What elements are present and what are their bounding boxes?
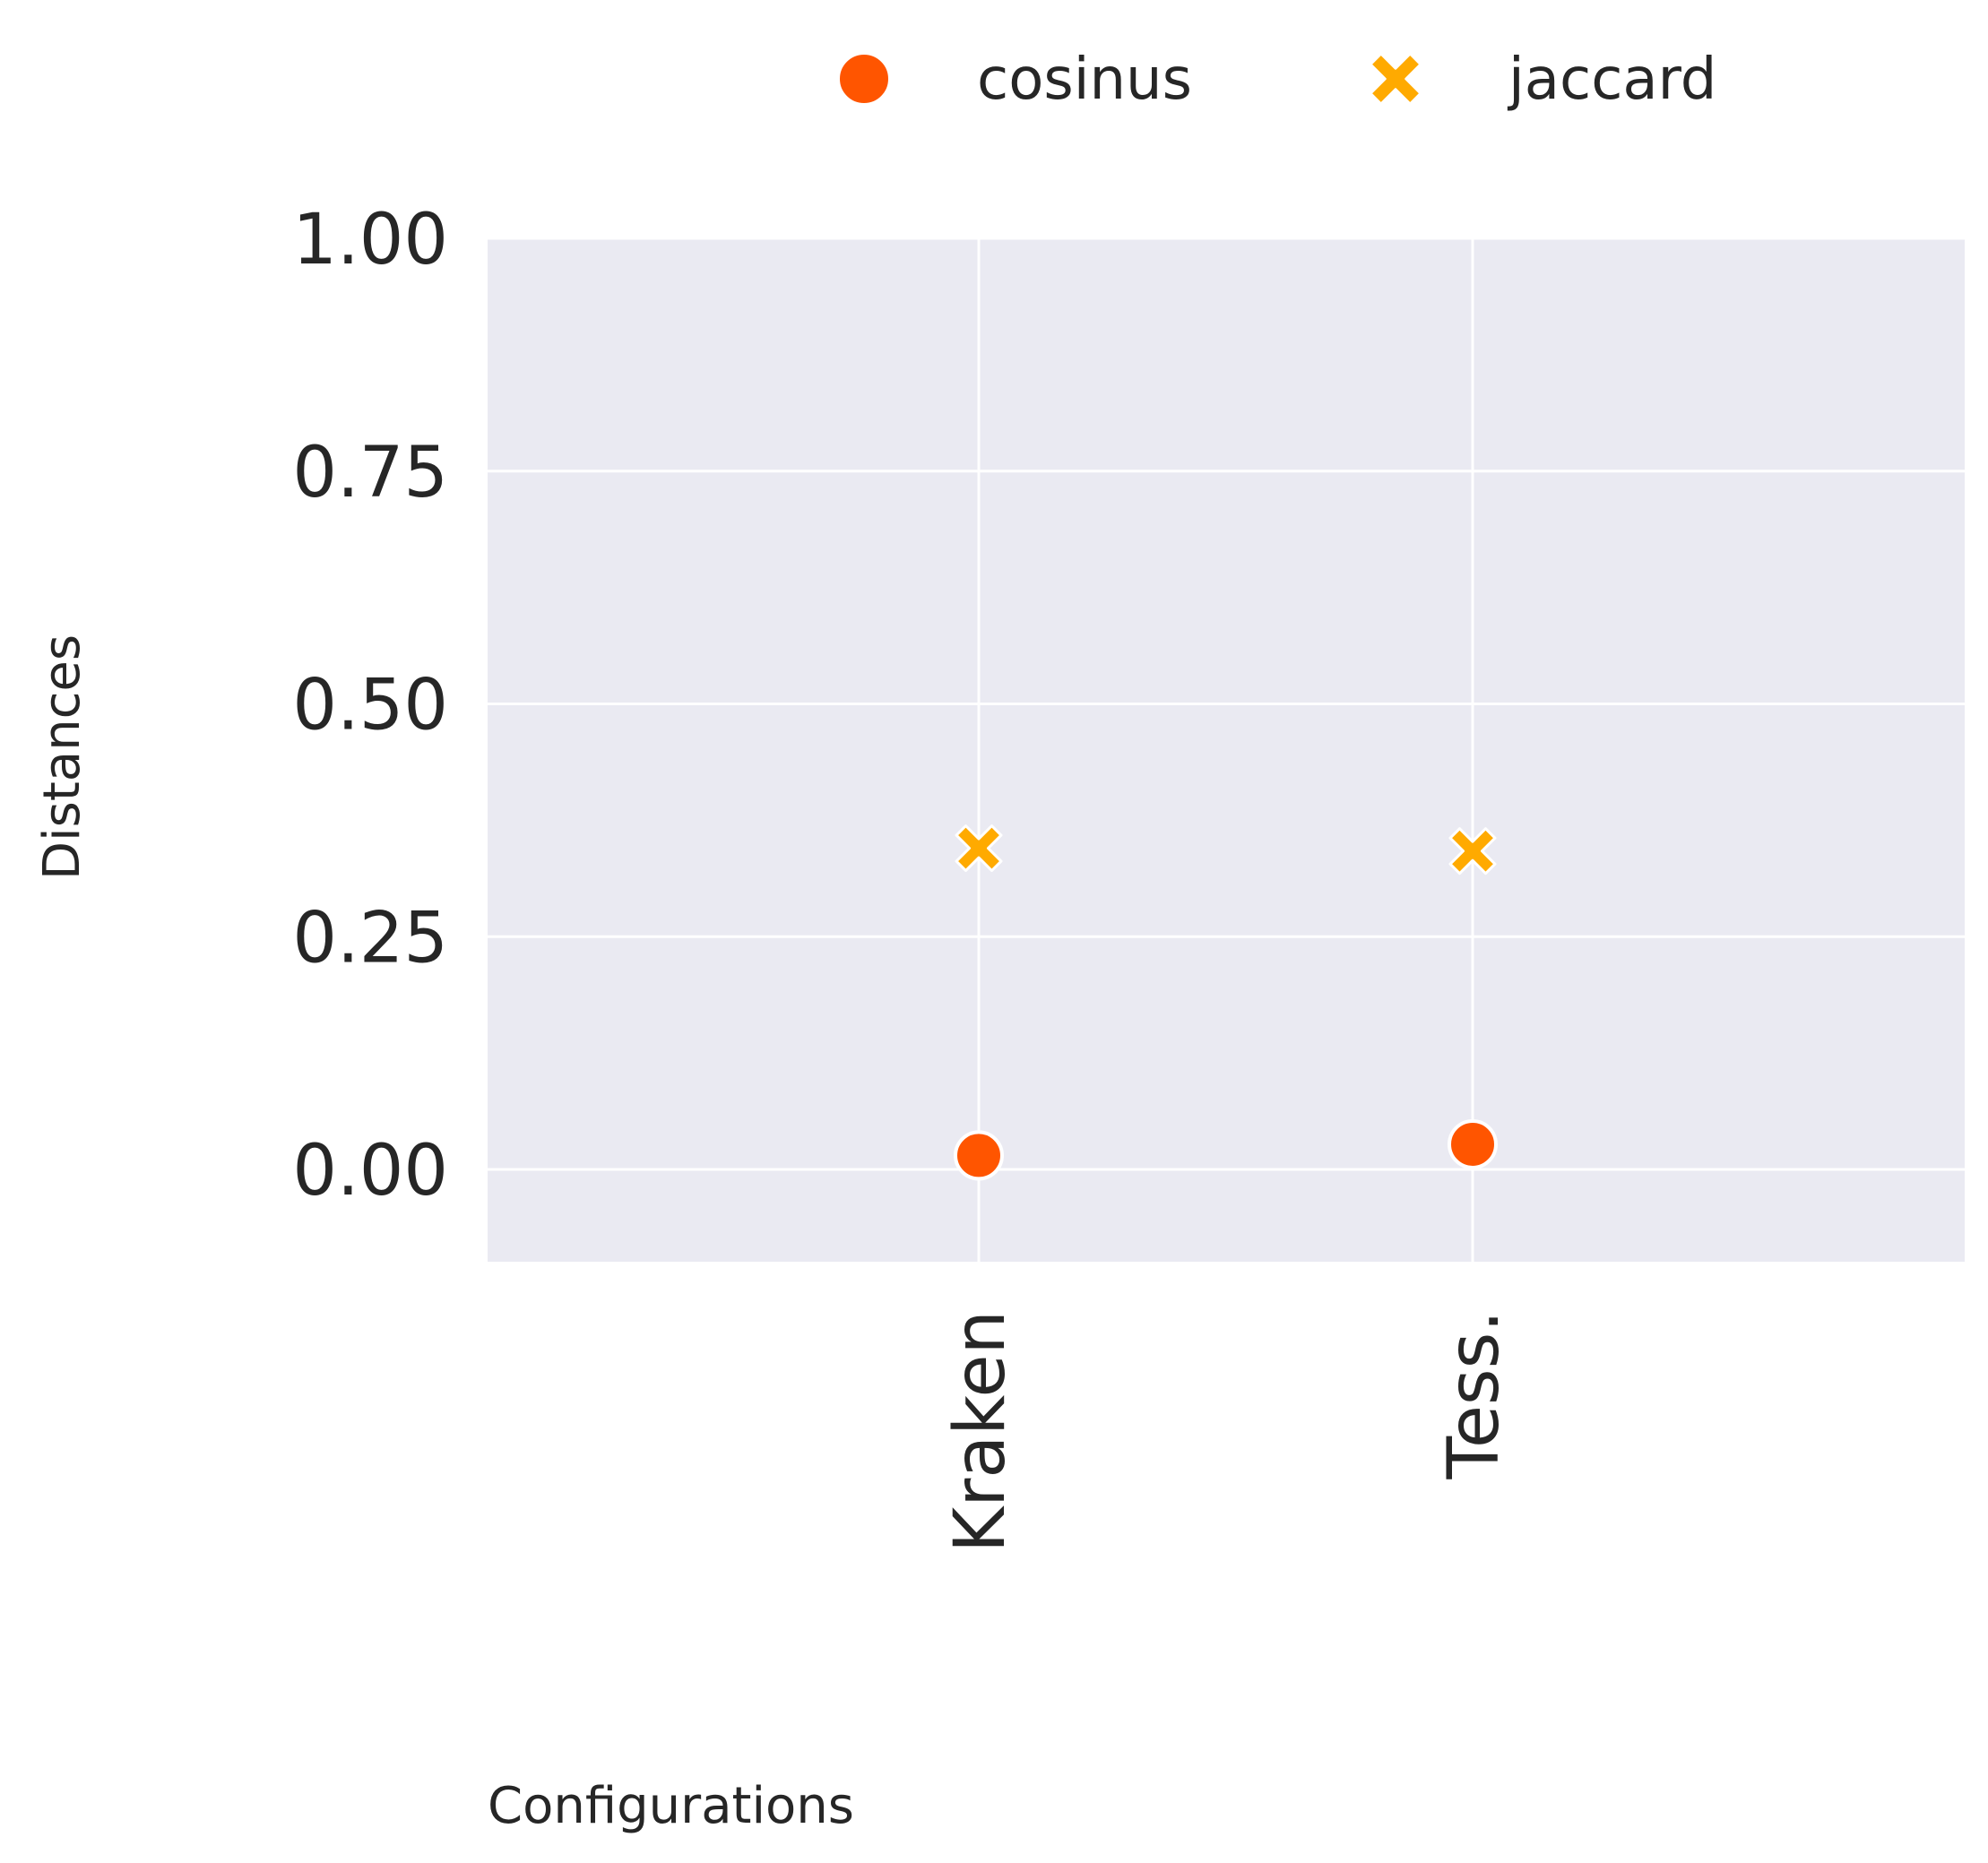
cosinus-point (954, 1130, 1004, 1181)
jaccard-point (1448, 827, 1497, 875)
y-axis-title: Distances (33, 634, 91, 880)
legend-marker-jaccard (1369, 52, 1422, 106)
grid-lines (488, 237, 1965, 1262)
x-tick-label: Kraken (940, 1310, 1021, 1553)
x-tick-label: Tess. (1434, 1310, 1515, 1479)
x-tick-labels: Kraken Tess. (940, 1310, 1515, 1553)
y-tick-labels: 1.00 0.75 0.50 0.25 0.00 (292, 200, 448, 1212)
cosinus-point (1448, 1118, 1498, 1169)
y-tick-label: 0.00 (292, 1131, 448, 1212)
data-points (954, 824, 1498, 1181)
x-axis-title: Configurations (488, 1777, 854, 1835)
plot-area (488, 238, 1965, 1262)
legend-label-cosinus: cosinus (977, 47, 1192, 113)
jaccard-point (955, 824, 1003, 873)
y-tick-label: 0.25 (292, 898, 448, 979)
y-tick-label: 0.50 (292, 666, 448, 746)
legend-marker-cosinus (836, 51, 892, 107)
legend: cosinus jaccard (836, 47, 1716, 113)
y-tick-label: 1.00 (292, 200, 448, 280)
y-tick-label: 0.75 (292, 433, 448, 513)
legend-label-jaccard: jaccard (1507, 47, 1716, 113)
